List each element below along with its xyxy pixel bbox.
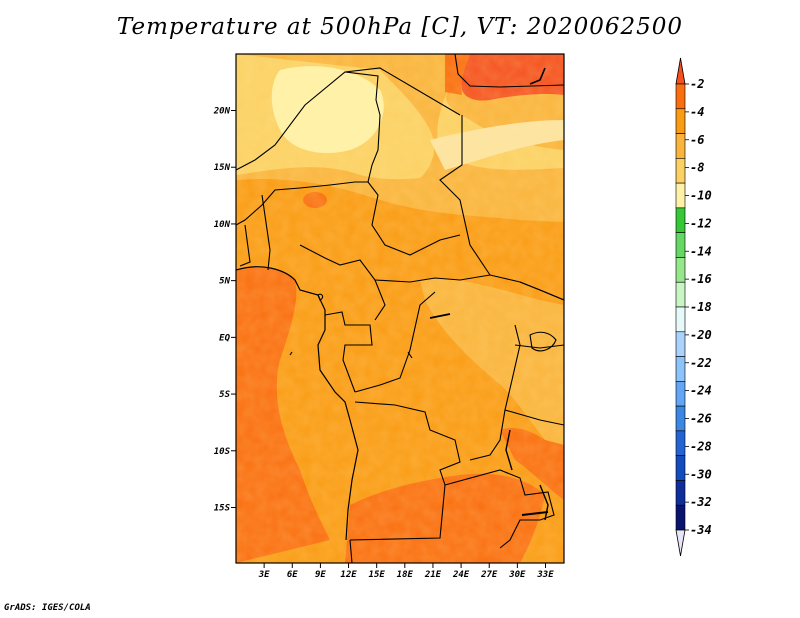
y-tick-label: 10S: [214, 447, 231, 457]
colorbar-label: -30: [690, 467, 712, 481]
boundary-zambia: [444, 469, 555, 549]
colorbar-label: -34: [690, 523, 712, 537]
lake-malawi: [539, 484, 549, 521]
temperature-field: [236, 54, 564, 563]
colorbar-label: -22: [690, 356, 712, 370]
lake-victoria: [529, 331, 557, 352]
boundary-congo-drc: [354, 291, 436, 393]
colorbar-segment: [675, 133, 686, 159]
boundary-mali-niger: [236, 71, 381, 183]
colorbar-segment: [675, 405, 686, 432]
colorbar-label: -24: [690, 384, 712, 398]
boundary-algeria-libya: [344, 67, 461, 116]
boundary-egypt: [454, 54, 564, 88]
boundary-uganda-kenya: [514, 344, 564, 349]
colorbar: -2 -4 -6 -8 -10 -12 -14 -16 -18 -20 -22 -24 -26 -28 -3…: [675, 57, 712, 557]
boundary-chad-car: [367, 181, 461, 256]
x-tick-label: 3E: [258, 570, 270, 580]
lake-tanganyika: [505, 429, 513, 471]
colorbar-segment: [675, 232, 686, 258]
x-tick-label: 15E: [369, 570, 386, 580]
colorbar-segment: [675, 331, 686, 357]
colorbar-segment: [675, 480, 686, 506]
y-tick-label: 5S: [219, 390, 230, 400]
x-axis: 3E 6E 9E 12E 15E 18E 21E 24E 27E 30E 33E: [258, 563, 554, 580]
y-tick-label: EQ: [219, 333, 230, 343]
map-frame: [235, 53, 565, 564]
x-tick-label: 24E: [452, 570, 470, 580]
colorbar-label: -8: [690, 161, 704, 175]
boundary-benin: [261, 194, 271, 271]
x-tick-label: 9E: [315, 570, 326, 580]
colorbar-label: -16: [690, 272, 712, 286]
boundary-tanzania: [504, 409, 564, 426]
chart-title: Temperature at 500hPa [C], VT: 202006250…: [116, 14, 684, 40]
colorbar-segment: [675, 182, 686, 209]
colorbar-segment: [675, 381, 686, 407]
colorbar-segment: [675, 430, 686, 456]
grads-credit: GrADS: IGES/COLA: [4, 603, 91, 613]
y-tick-label: 15N: [214, 163, 231, 173]
y-tick-label: 20N: [213, 107, 231, 117]
boundary-libya-chad-sudan: [439, 115, 491, 276]
colorbar-label: -26: [690, 412, 712, 426]
y-tick-label: 5N: [219, 277, 230, 287]
colorbar-bottom-extension: [675, 529, 686, 557]
colorbar-label: -4: [690, 105, 704, 119]
boundary-togo: [239, 224, 251, 267]
colorbar-top-extension: [675, 57, 686, 85]
colorbar-label: -12: [690, 216, 712, 230]
colorbar-segment: [675, 207, 686, 233]
colorbar-segment: [675, 257, 686, 283]
boundary-angola-drc: [354, 401, 461, 486]
colorbar-label: -18: [690, 300, 712, 314]
boundary-namibia-coast: [349, 539, 353, 563]
colorbar-segment: [675, 83, 686, 110]
x-tick-label: 30E: [508, 570, 526, 580]
colorbar-label: -2: [690, 77, 704, 91]
atlantic-coastline: [236, 266, 359, 541]
x-tick-label: 12E: [340, 570, 357, 580]
x-tick-label: 33E: [536, 570, 554, 580]
lake-mai-ndombe: [407, 351, 413, 359]
y-tick-label: 15S: [214, 504, 231, 514]
colorbar-label: -28: [690, 439, 712, 453]
colorbar-segment: [675, 108, 686, 134]
colorbar-label: -32: [690, 495, 712, 509]
y-tick-label: 10N: [214, 220, 231, 230]
colorbar-segment: [675, 306, 686, 333]
field-texture: [236, 54, 564, 563]
boundary-west-africa: [236, 181, 368, 226]
island-sao-tome: [289, 351, 293, 356]
colorbar-segment: [675, 455, 686, 481]
y-axis: 20N 15N 10N 5N EQ 5S 10S 15S: [213, 107, 236, 514]
colorbar-segment: [675, 281, 686, 308]
lake-kariba: [521, 511, 549, 516]
country-boundaries: [236, 54, 564, 563]
colorbar-label: -20: [690, 328, 712, 342]
boundary-gabon-congo: [324, 311, 373, 393]
lake-nasser: [529, 67, 546, 85]
boundary-sudan-south: [519, 281, 564, 301]
x-tick-label: 18E: [397, 570, 414, 580]
boundary-angola-namibia: [349, 484, 446, 541]
colorbar-segment: [675, 158, 686, 184]
x-tick-label: 6E: [287, 570, 298, 580]
x-tick-label: 21E: [424, 570, 442, 580]
colorbar-label: -6: [690, 133, 704, 147]
boundary-nigeria-cameroon: [299, 244, 386, 321]
colorbar-label: -10: [690, 189, 712, 203]
colorbar-segment: [675, 356, 686, 382]
x-tick-label: 27E: [480, 570, 498, 580]
colorbar-segment: [675, 504, 686, 531]
colorbar-label: -14: [690, 244, 712, 258]
river-congo: [429, 313, 451, 319]
